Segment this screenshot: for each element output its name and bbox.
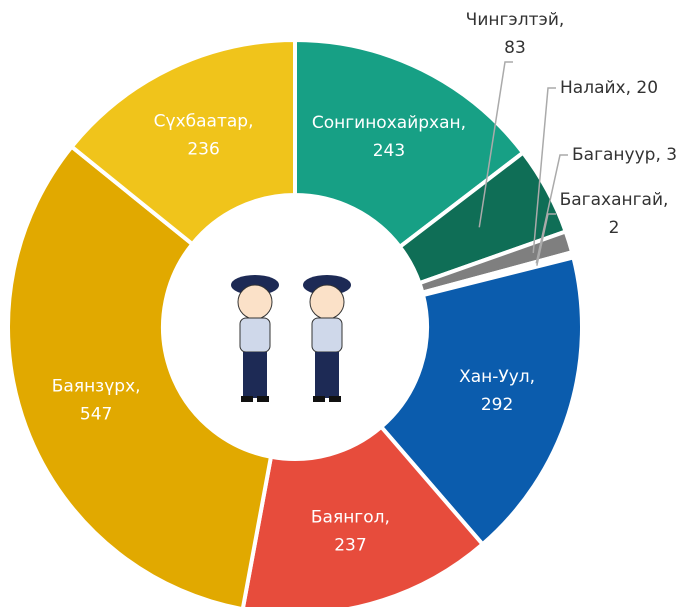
slice	[6, 143, 274, 607]
data-label: Сүхбаатар,	[154, 112, 254, 132]
data-label: Баянгол,	[311, 508, 390, 528]
leader-line	[478, 61, 513, 228]
data-label: 547	[80, 405, 112, 425]
leader-line	[535, 154, 568, 264]
data-label: 243	[373, 141, 405, 161]
donut	[6, 37, 584, 607]
data-label: 236	[187, 140, 219, 160]
data-label: Баянзүрх,	[52, 377, 141, 397]
data-label: 2	[609, 218, 620, 238]
data-label: 292	[481, 395, 513, 415]
slice	[378, 255, 584, 548]
data-label: Сонгинохайрхан,	[312, 113, 466, 133]
leader-line	[536, 213, 556, 266]
slice	[68, 37, 297, 247]
data-label: Багахангай,	[560, 190, 669, 210]
leader-line	[532, 87, 556, 254]
data-label: Чингэлтэй,	[466, 10, 565, 30]
data-label: Хан-Уул,	[459, 367, 535, 387]
data-label: 83	[504, 38, 526, 58]
data-label: 237	[334, 536, 366, 556]
center-illustration	[231, 275, 351, 402]
slice	[241, 424, 486, 607]
data-label: Налайх, 20	[560, 78, 658, 98]
data-label: Багануур, 3	[572, 145, 677, 165]
